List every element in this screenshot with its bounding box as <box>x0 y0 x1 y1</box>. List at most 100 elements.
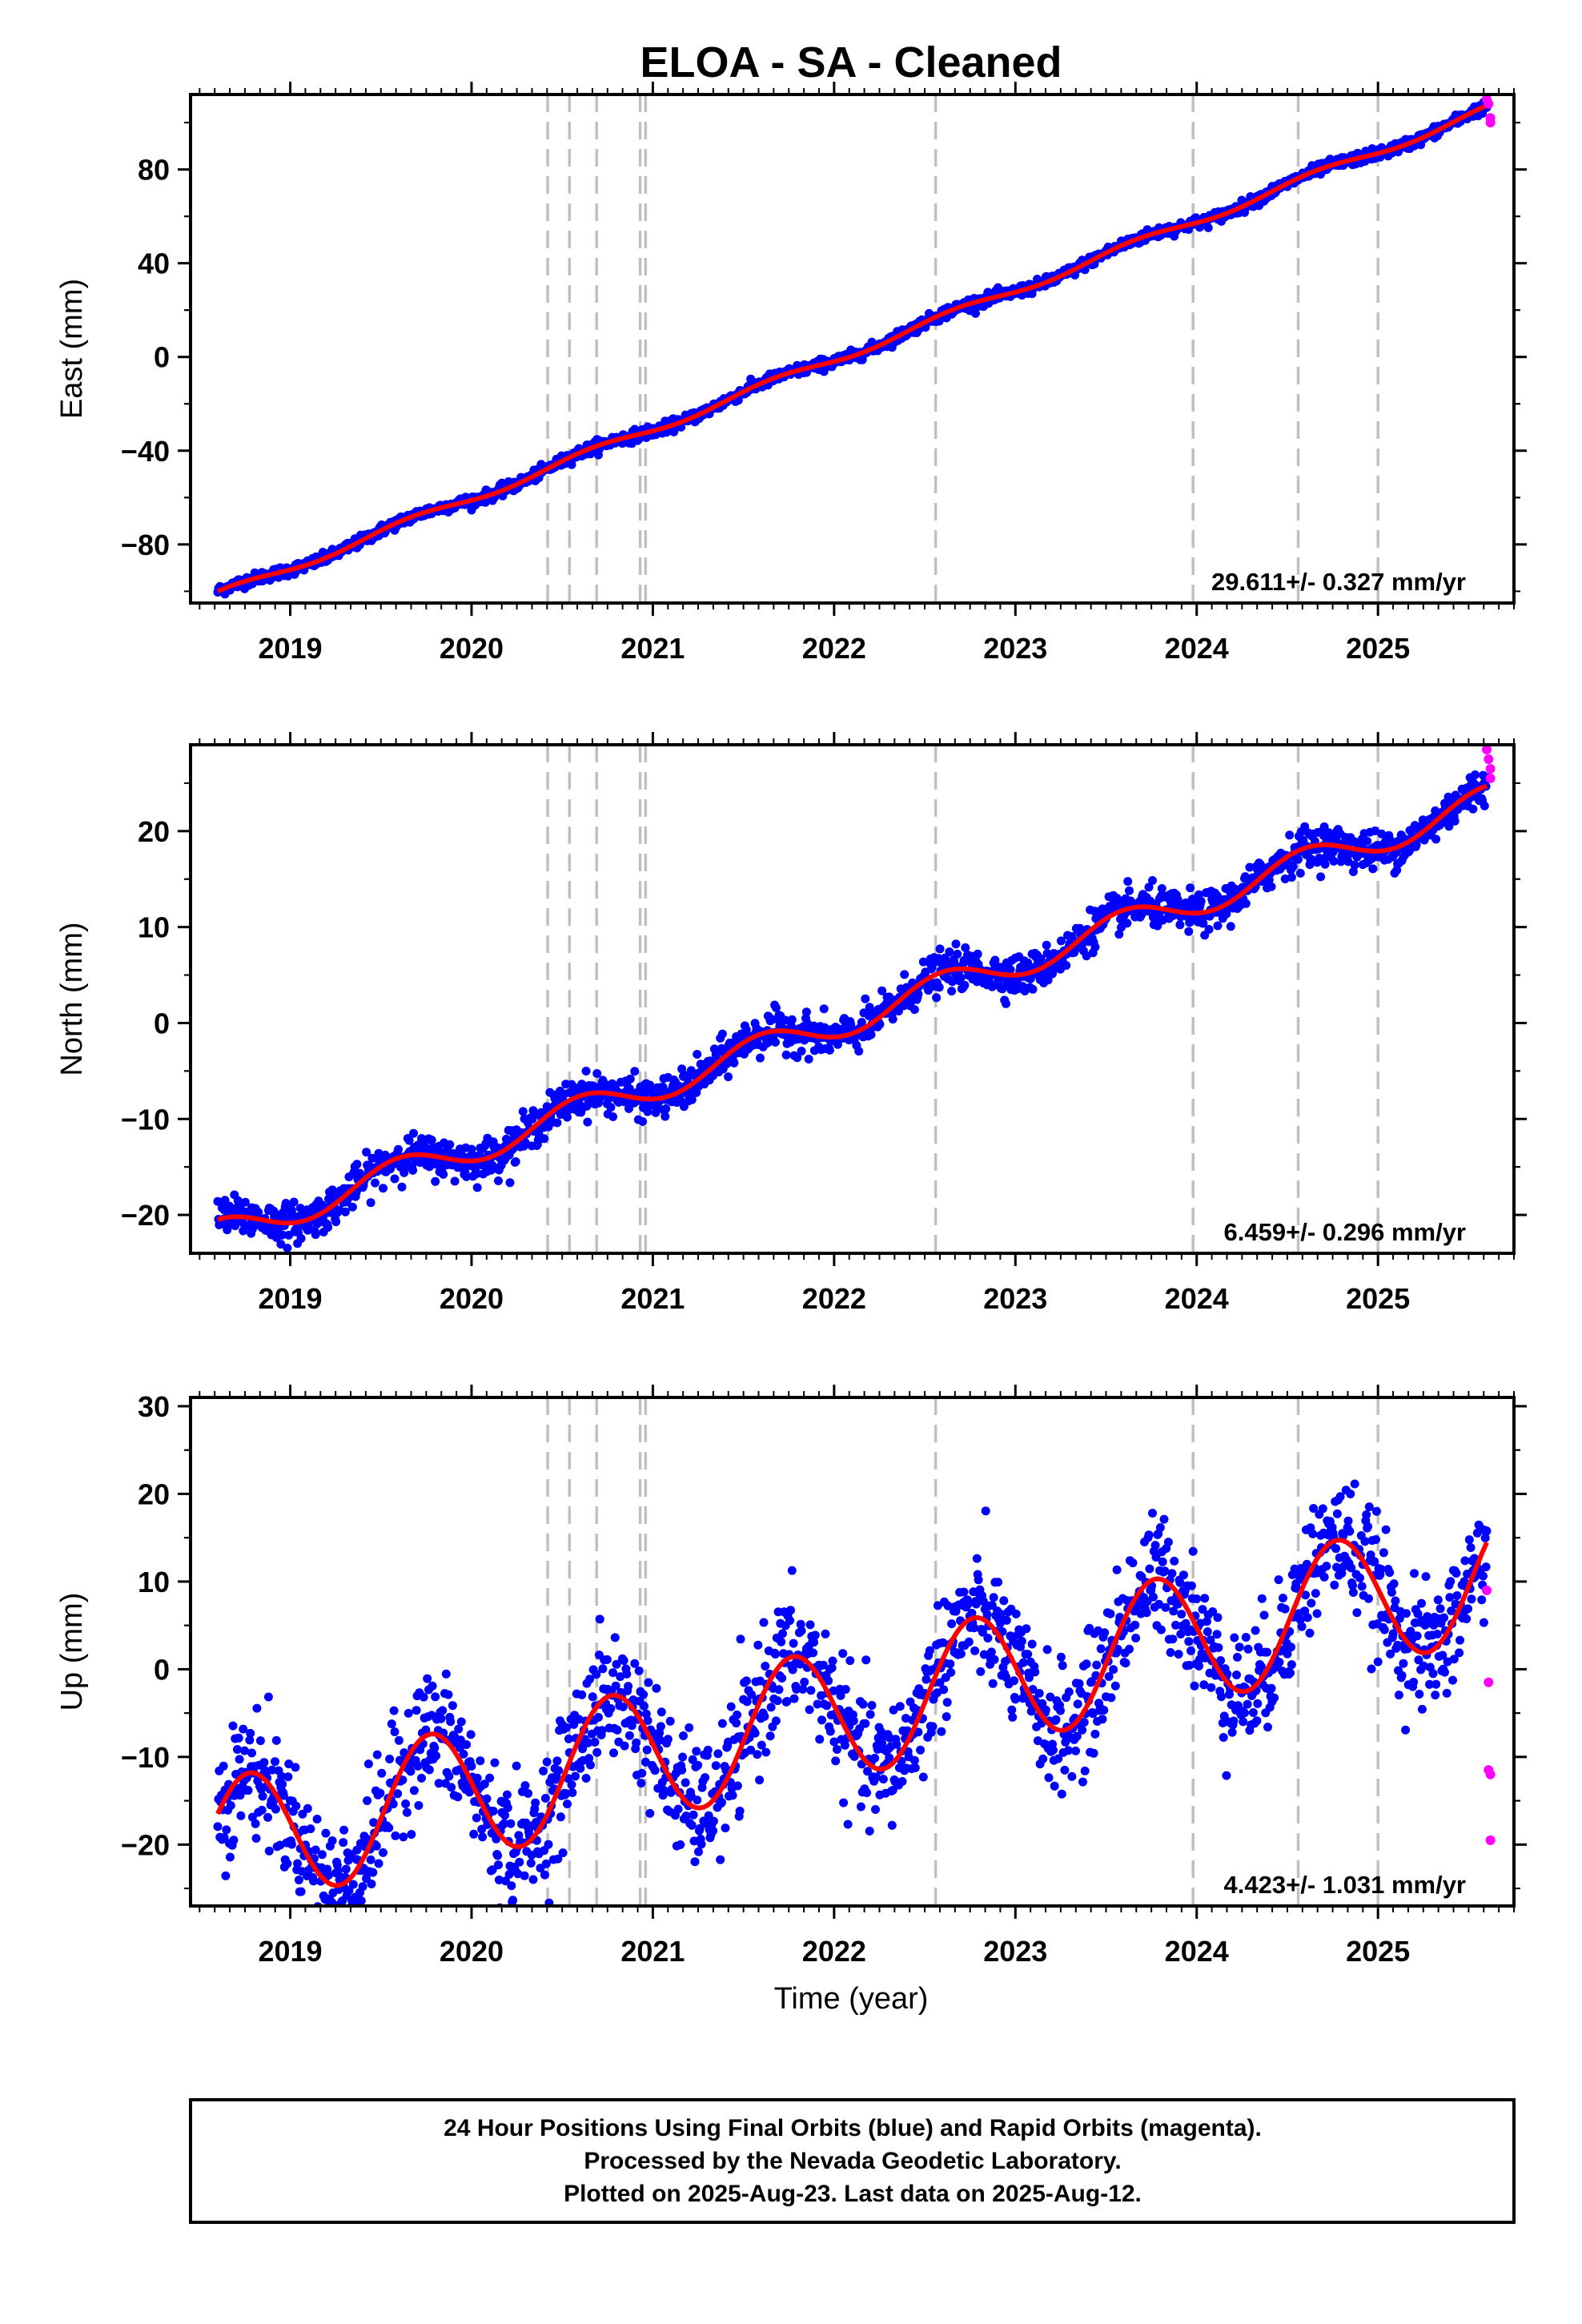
east-x-tick-label: 2019 <box>258 632 322 665</box>
up-point <box>865 1710 875 1719</box>
up-point <box>339 1838 348 1848</box>
north-point <box>1144 883 1154 892</box>
up-point <box>417 1773 426 1783</box>
up-point <box>838 1649 848 1659</box>
up-point <box>544 1898 554 1906</box>
up-point <box>247 1812 257 1822</box>
up-point <box>552 1756 562 1766</box>
up-point <box>507 1881 516 1891</box>
up-point <box>865 1827 874 1835</box>
up-point <box>235 1791 245 1800</box>
up-point <box>501 1876 510 1886</box>
east-rate-label: 29.611+/- 0.327 mm/yr <box>1211 568 1466 596</box>
up-point <box>294 1876 303 1884</box>
up-point <box>624 1731 634 1740</box>
north-point <box>1264 875 1274 885</box>
up-point <box>317 1850 327 1860</box>
up-point <box>520 1871 529 1880</box>
up-point <box>630 1659 640 1668</box>
north-model-curve <box>217 783 1488 1226</box>
up-point <box>789 1694 799 1703</box>
up-point <box>506 1819 516 1828</box>
up-point <box>226 1801 235 1810</box>
up-point <box>677 1765 687 1775</box>
north-point <box>771 1037 780 1047</box>
up-point <box>459 1749 468 1759</box>
up-point <box>387 1719 396 1729</box>
north-point <box>866 1030 876 1039</box>
up-point <box>656 1722 665 1731</box>
up-point <box>721 1823 730 1833</box>
up-point <box>540 1870 549 1880</box>
north-point <box>462 1172 472 1181</box>
up-point <box>845 1656 855 1666</box>
up-point <box>494 1860 503 1870</box>
up-point <box>356 1896 366 1905</box>
up-point <box>379 1848 387 1857</box>
up-point <box>786 1606 795 1615</box>
north-point <box>1122 919 1132 928</box>
up-point <box>753 1750 762 1759</box>
north-point <box>592 1069 602 1078</box>
up-point <box>703 1745 713 1755</box>
north-plot-frame <box>189 743 1516 1255</box>
up-point <box>810 1630 820 1640</box>
up-point <box>284 1759 294 1769</box>
up-point <box>687 1820 697 1830</box>
north-point <box>1267 882 1276 891</box>
north-point <box>771 1003 781 1012</box>
up-point <box>681 1778 690 1787</box>
up-point <box>222 1825 231 1835</box>
up-point <box>711 1761 721 1771</box>
north-point <box>960 980 970 990</box>
north-point <box>240 1197 250 1207</box>
up-point <box>423 1674 432 1683</box>
up-point <box>685 1723 694 1732</box>
up-point <box>815 1735 825 1744</box>
up-point <box>673 1804 683 1814</box>
north-point <box>1157 884 1166 893</box>
up-point <box>562 1723 572 1732</box>
up-point <box>371 1841 381 1851</box>
up-point <box>595 1614 604 1624</box>
up-point <box>576 1763 585 1773</box>
up-point <box>561 1789 571 1799</box>
up-point <box>331 1927 339 1936</box>
north-point <box>1006 965 1015 975</box>
up-point <box>287 1839 296 1849</box>
north-point <box>953 949 962 959</box>
up-point <box>693 1760 703 1770</box>
north-point <box>801 1007 811 1017</box>
up-point <box>540 1846 549 1856</box>
up-point <box>650 1766 660 1775</box>
up-point <box>640 1757 650 1767</box>
up-point <box>637 1768 647 1778</box>
up-point <box>402 1807 412 1817</box>
north-point <box>1329 856 1339 866</box>
up-point <box>494 1876 504 1884</box>
north-rapid-point <box>1485 773 1496 783</box>
up-point <box>528 1875 538 1884</box>
north-point <box>567 1080 576 1089</box>
up-point <box>454 1724 464 1734</box>
up-point <box>375 1788 385 1798</box>
up-point <box>895 1702 905 1711</box>
up-point <box>827 1663 837 1673</box>
up-point <box>771 1716 781 1726</box>
north-x-tick-label: 2019 <box>258 1282 322 1315</box>
up-point <box>760 1711 769 1721</box>
up-point <box>353 1921 362 1930</box>
up-point <box>592 1747 602 1757</box>
up-point <box>766 1703 776 1712</box>
north-point <box>450 1176 460 1186</box>
north-x-tick-label: 2020 <box>440 1282 504 1315</box>
north-point <box>1196 896 1206 906</box>
up-point <box>809 1648 818 1658</box>
north-point <box>1123 877 1133 887</box>
up-point <box>813 1699 822 1709</box>
up-point <box>913 1727 923 1737</box>
up-point <box>792 1684 801 1694</box>
up-point <box>448 1701 457 1711</box>
up-point <box>453 1792 463 1802</box>
